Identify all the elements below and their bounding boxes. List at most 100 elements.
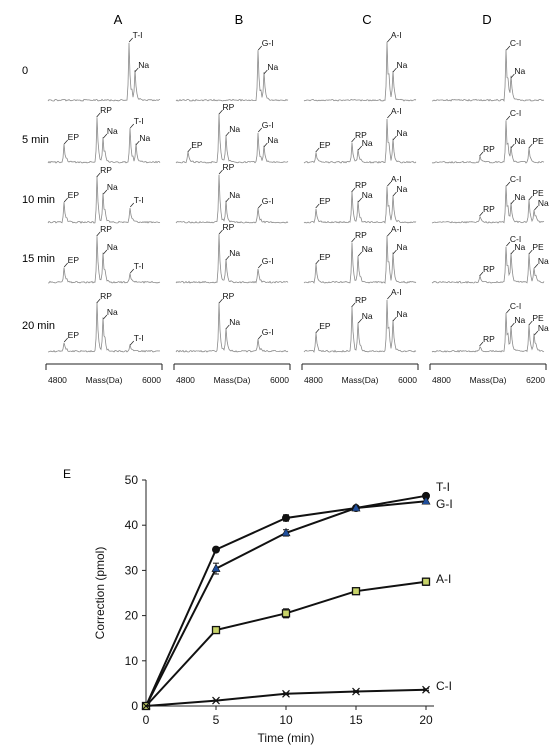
spectrum-trace-d-0 <box>431 49 545 102</box>
row-label-5min: 5 min <box>22 134 49 146</box>
peak-label: C-I <box>510 108 521 118</box>
peak-label-leader <box>218 169 223 175</box>
peak-label: Na <box>396 309 407 319</box>
peak-label: C-I <box>510 38 521 48</box>
peak-label: RP <box>355 295 367 305</box>
peak-label-leader <box>534 263 539 269</box>
data-point-a-i <box>421 577 431 586</box>
y-tick-label: 50 <box>125 473 139 487</box>
data-point-a-i <box>351 587 361 596</box>
peak-label-leader <box>134 67 139 73</box>
peak-label-leader <box>257 263 263 269</box>
peak-label: Na <box>229 248 240 258</box>
spectrum-trace-a-4 <box>47 302 161 353</box>
peak-label: EP <box>319 196 331 206</box>
peak-label-leader <box>63 337 68 343</box>
peak-label-leader <box>392 191 397 197</box>
x-tick-label: 20 <box>419 713 433 727</box>
series-line-t-i <box>145 494 427 707</box>
peak-label-leader <box>103 314 108 320</box>
spectrum-trace-c-4 <box>303 299 417 353</box>
peak-label-leader <box>387 294 392 300</box>
peak-label: EP <box>319 140 331 150</box>
series-label-a-i: A-I <box>436 572 451 586</box>
peak-label: RP <box>100 224 112 234</box>
spectra-tick-label: 6200 <box>526 375 545 385</box>
spectrum-trace-c-0 <box>303 41 417 102</box>
data-point-a-i <box>211 625 221 635</box>
spectrum-trace-d-1 <box>431 120 545 164</box>
peak-label-leader <box>357 197 363 203</box>
peak-label-leader <box>63 197 68 203</box>
peak-label-leader <box>96 298 101 304</box>
row-label-10min: 10 min <box>22 194 55 206</box>
peak-label: G-I <box>262 256 274 266</box>
peak-label: A-I <box>391 30 402 40</box>
peak-label: Na <box>267 135 278 145</box>
data-point-t-i <box>281 513 290 522</box>
series-line-a-i <box>145 580 427 707</box>
peak-label: Na <box>107 182 118 192</box>
x-tick-label: 0 <box>143 713 150 727</box>
peak-label: Na <box>138 60 149 70</box>
peak-label-leader <box>96 172 101 178</box>
peak-label-leader <box>534 205 539 211</box>
peak-label: Na <box>514 192 525 202</box>
peak-label-leader <box>528 195 533 201</box>
y-tick-label: 10 <box>125 654 139 668</box>
peak-label-leader <box>315 147 320 153</box>
spectra-axis-label: Mass(Da) <box>342 375 379 385</box>
spectra-tick-label: 6000 <box>398 375 417 385</box>
peak-label: PE <box>532 242 544 252</box>
peak-label-leader <box>387 37 392 43</box>
spectrum-trace-b-2 <box>175 174 289 224</box>
data-point-g-i <box>351 502 361 512</box>
y-tick-label: 30 <box>125 563 139 577</box>
peak-label: EP <box>191 140 203 150</box>
spectra-grid: A B C D 0 5 min 10 min 15 min 20 min T-I… <box>22 12 549 385</box>
peak-label-leader <box>387 181 392 187</box>
peak-label-leader <box>103 189 108 195</box>
peak-label: Na <box>229 190 240 200</box>
spectrum-trace-d-3 <box>431 246 545 284</box>
peak-label: A-I <box>391 106 402 116</box>
spectra-axis-label: Mass(Da) <box>470 375 507 385</box>
peak-label-leader <box>534 330 539 336</box>
peak-label-leader <box>128 37 133 43</box>
peak-label-leader <box>351 187 356 193</box>
row-label-15min: 15 min <box>22 253 55 265</box>
peak-label: Na <box>538 198 549 208</box>
spectrum-trace-c-3 <box>303 235 417 284</box>
peak-label: RP <box>100 165 112 175</box>
peak-label-leader <box>129 340 135 346</box>
peak-label: EP <box>68 330 80 340</box>
peak-label-leader <box>187 147 192 153</box>
peak-label-leader <box>225 197 230 203</box>
peak-label: C-I <box>510 301 521 311</box>
peak-label-leader <box>392 316 397 322</box>
peak-label-leader <box>225 131 230 137</box>
peak-label: Na <box>538 256 549 266</box>
peak-label-leader <box>257 334 263 340</box>
peak-label: Na <box>396 60 407 70</box>
peak-label-leader <box>357 251 363 257</box>
peak-label-leader <box>506 115 511 121</box>
column-label-c: C <box>362 12 371 27</box>
peak-label: Na <box>514 66 525 76</box>
panel-e-chart: E 0 10 20 30 40 50 0 5 10 15 20 Time (min) Correctio… <box>63 467 453 745</box>
column-label-b: B <box>235 12 244 27</box>
peak-label: G-I <box>262 120 274 130</box>
peak-label: T-I <box>134 261 144 271</box>
peak-label-leader <box>129 268 135 274</box>
peak-label-leader <box>510 143 515 149</box>
peak-label-leader <box>96 231 101 237</box>
peak-label: G-I <box>262 327 274 337</box>
peak-label-leader <box>510 73 515 79</box>
x-tick-label: 15 <box>349 713 363 727</box>
y-tick-label: 20 <box>125 609 139 623</box>
peak-label: EP <box>68 255 80 265</box>
peak-label-leader <box>351 137 356 143</box>
spectrum-trace-c-1 <box>303 118 417 164</box>
peak-label-leader <box>263 142 268 148</box>
peak-label-leader <box>479 151 484 157</box>
